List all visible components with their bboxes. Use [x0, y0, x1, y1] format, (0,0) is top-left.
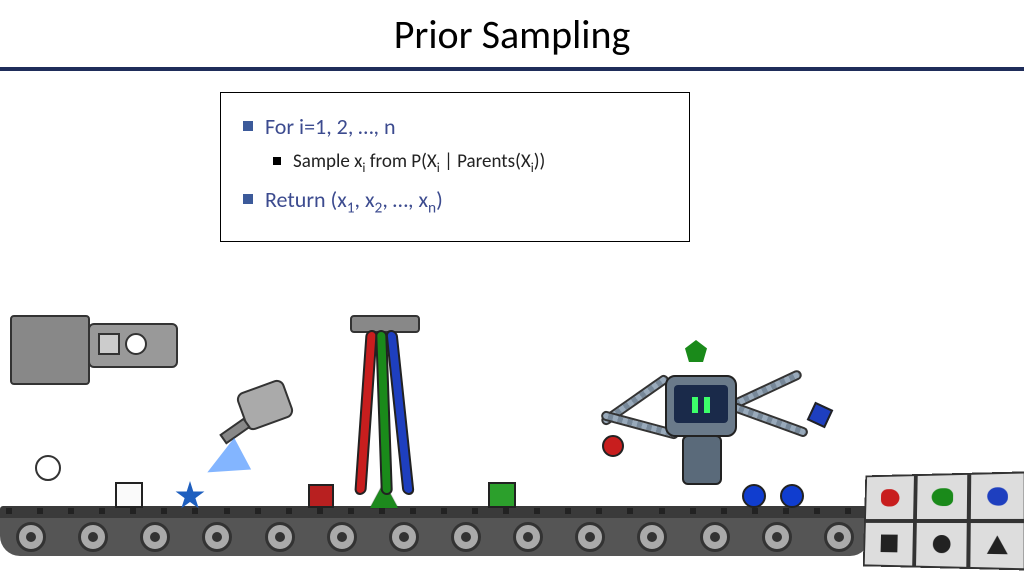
bin-cell-circle — [914, 521, 969, 569]
belt-item-cube-white — [115, 482, 143, 508]
bin-cell-square — [863, 521, 915, 568]
spray-painter-robot — [210, 345, 350, 495]
belt-tread-icon — [721, 508, 727, 514]
sample-text: Sample xi from P(Xi | Parents(Xi)) — [293, 150, 545, 176]
belt-tread-icon — [690, 508, 696, 514]
conveyor-wheel-icon — [637, 522, 667, 552]
belt-tread-icon — [224, 508, 230, 514]
circle-icon — [932, 535, 950, 553]
conveyor-wheel-icon — [78, 522, 108, 552]
tossed-shape-blue-cube — [807, 402, 834, 429]
square-icon — [880, 535, 897, 553]
belt-tread-icon — [472, 508, 478, 514]
sorter-robot — [610, 335, 790, 505]
dispenser-window-icon — [98, 333, 120, 355]
triangle-icon — [986, 536, 1007, 555]
belt-tread-icon — [752, 508, 758, 514]
belt-tread-icon — [286, 508, 292, 514]
robot-screen — [674, 385, 728, 423]
conveyor-wheel-icon — [700, 522, 730, 552]
held-shape-red-sphere — [602, 435, 624, 457]
algo-line-sample: Sample xi from P(Xi | Parents(Xi)) — [273, 150, 667, 176]
paint-spray-icon — [199, 438, 251, 489]
conveyor-wheel-icon — [389, 522, 419, 552]
bin-cell-red — [864, 474, 916, 520]
conveyor-belt — [0, 506, 870, 556]
sorting-bin — [863, 471, 1024, 570]
belt-tread-icon — [565, 508, 571, 514]
conveyor-wheel-icon — [762, 522, 792, 552]
belt-tread-icon — [783, 508, 789, 514]
pipe-red — [354, 330, 378, 495]
belt-tread-icon — [255, 508, 261, 514]
belt-tread-icon — [6, 508, 12, 514]
bin-cell-triangle — [968, 521, 1024, 571]
belt-wheels — [0, 518, 870, 556]
dispenser-machine — [10, 315, 180, 425]
belt-tread-icon — [503, 508, 509, 514]
belt-tread-icon — [410, 508, 416, 514]
bullet-icon — [243, 121, 253, 131]
robot-eye-icon — [704, 397, 710, 413]
conveyor-wheel-icon — [202, 522, 232, 552]
assembly-line-illustration — [0, 315, 1024, 576]
algo-line-return: Return (x1, x2, …, xn) — [243, 186, 667, 217]
robot-arm-icon — [731, 402, 810, 439]
dispenser-body — [10, 315, 90, 385]
belt-tread-icon — [627, 508, 633, 514]
belt-tread-icon — [37, 508, 43, 514]
bin-cell-blue — [969, 471, 1024, 520]
conveyor-wheel-icon — [824, 522, 854, 552]
red-blob-icon — [880, 489, 899, 507]
conveyor-wheel-icon — [575, 522, 605, 552]
belt-tread-icon — [379, 508, 385, 514]
bin-cell-green — [915, 473, 969, 521]
dispenser-lens-icon — [125, 333, 147, 355]
belt-tread-icon — [845, 508, 851, 514]
title-underline — [0, 67, 1024, 71]
pipe-manifold — [350, 315, 420, 333]
robot-eye-icon — [692, 397, 698, 413]
conveyor-wheel-icon — [513, 522, 543, 552]
belt-tread-icon — [441, 508, 447, 514]
belt-tread-icon — [161, 508, 167, 514]
belt-tread-icon — [596, 508, 602, 514]
belt-tread-icon — [814, 508, 820, 514]
belt-tread-icon — [99, 508, 105, 514]
belt-tread-icon — [534, 508, 540, 514]
belt-tread-icon — [348, 508, 354, 514]
green-blob-icon — [931, 488, 953, 506]
blue-blob-icon — [987, 487, 1008, 506]
belt-tread-icon — [130, 508, 136, 514]
conveyor-wheel-icon — [16, 522, 46, 552]
conveyor-wheel-icon — [327, 522, 357, 552]
bullet-icon — [273, 157, 281, 165]
return-text: Return (x1, x2, …, xn) — [265, 186, 443, 217]
conveyor-wheel-icon — [140, 522, 170, 552]
belt-tread-icon — [68, 508, 74, 514]
bullet-icon — [243, 194, 253, 204]
robot-base — [682, 435, 722, 485]
algo-line-for: For i=1, 2, …, n — [243, 113, 667, 140]
algorithm-box: For i=1, 2, …, n Sample xi from P(Xi | P… — [220, 92, 690, 242]
belt-tread-icon — [659, 508, 665, 514]
falling-blank-sphere — [35, 455, 61, 481]
slide-title: Prior Sampling — [0, 10, 1024, 59]
belt-tread-icon — [317, 508, 323, 514]
belt-item-cube-green — [488, 482, 516, 508]
belt-tread-icon — [192, 508, 198, 514]
rgb-pipes — [330, 315, 420, 505]
conveyor-wheel-icon — [265, 522, 295, 552]
conveyor-wheel-icon — [451, 522, 481, 552]
for-loop-text: For i=1, 2, …, n — [265, 113, 396, 140]
held-shape-green-gem — [685, 340, 707, 362]
